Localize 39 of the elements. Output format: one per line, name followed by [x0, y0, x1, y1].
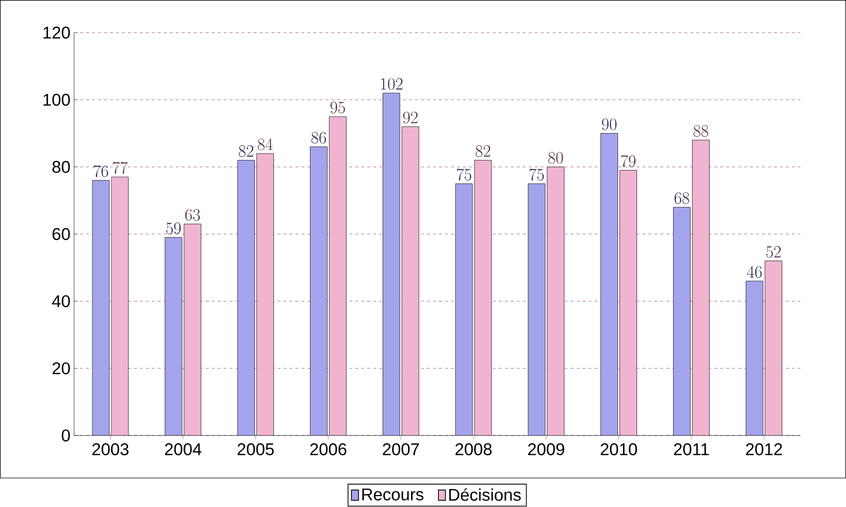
- data-label: 95: [330, 102, 345, 114]
- y-tick-label: 40: [52, 295, 70, 308]
- x-tick-label: 2009: [528, 443, 564, 456]
- x-tick-label: 2007: [382, 443, 419, 456]
- data-label: 80: [548, 152, 563, 164]
- y-tick-label: 120: [44, 26, 70, 39]
- data-label: 90: [602, 118, 616, 130]
- data-label: 88: [694, 125, 708, 138]
- data-label: 75: [456, 168, 472, 181]
- data-label: 82: [238, 146, 254, 158]
- data-label: 59: [166, 222, 181, 234]
- data-label: 76: [94, 165, 108, 178]
- data-label: 84: [258, 138, 273, 150]
- legend-label: Décisions: [449, 488, 521, 502]
- data-label: 77: [112, 162, 128, 174]
- x-tick-label: 2010: [600, 443, 637, 456]
- data-label: 92: [403, 112, 418, 124]
- x-tick-label: 2011: [674, 443, 709, 456]
- y-tick-label: 80: [52, 161, 70, 174]
- x-tick-label: 2003: [92, 443, 128, 456]
- data-label: 86: [311, 132, 326, 144]
- x-tick-label: 2004: [165, 443, 202, 456]
- x-tick-label: 2006: [310, 443, 346, 456]
- x-tick-label: 2012: [746, 443, 782, 456]
- y-tick-label: 0: [62, 430, 70, 442]
- y-tick-label: 60: [52, 228, 70, 240]
- data-label: 52: [766, 246, 781, 258]
- data-label: 102: [381, 78, 402, 90]
- data-label: 68: [674, 192, 690, 204]
- legend-label: Recours: [362, 488, 424, 501]
- data-label: 46: [746, 266, 762, 278]
- y-tick-label: 100: [44, 94, 70, 106]
- data-label: 79: [621, 155, 636, 168]
- data-label: 63: [185, 209, 200, 221]
- y-tick-label: 20: [52, 362, 70, 375]
- data-label: 75: [530, 168, 544, 181]
- x-tick-label: 2005: [238, 443, 274, 456]
- x-tick-label: 2008: [456, 443, 492, 456]
- data-label: 82: [476, 146, 490, 158]
